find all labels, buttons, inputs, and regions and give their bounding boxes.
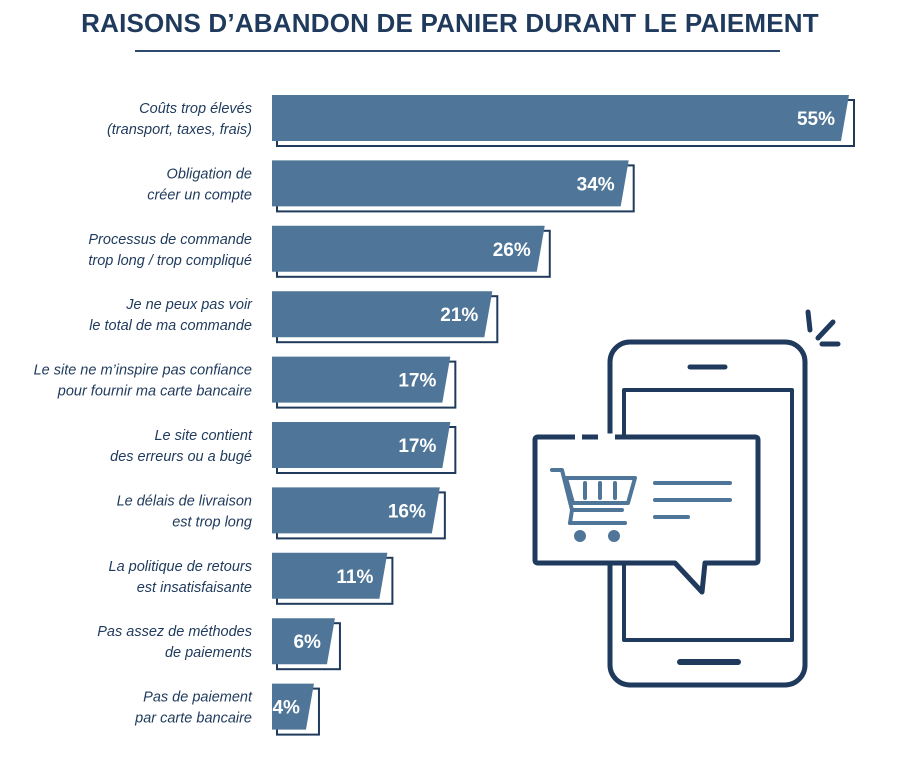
bar [272,160,629,207]
message-lines-icon [653,481,732,519]
bar [272,422,451,468]
bar-value-label: 26% [493,240,531,261]
category-label: Pas assez de méthodes [97,624,252,640]
bar [272,225,545,272]
bar-value-label: 4% [272,698,300,719]
bar [272,95,849,141]
page-title: RAISONS D’ABANDON DE PANIER DURANT LE PA… [81,8,819,38]
category-label: le total de ma commande [89,318,252,334]
bar [272,356,451,403]
category-label: Le site contient [154,428,253,444]
category-label: créer un compte [147,187,252,203]
category-label: Le délais de livraison [117,493,252,509]
bar [272,487,440,534]
category-label: La politique de retours [109,559,253,575]
bar-row: 11% La politique de retours est insatisfai… [109,552,394,605]
category-label: Processus de commande [88,232,252,248]
category-label: (transport, taxes, frais) [107,122,252,138]
notification-rays-icon [805,309,841,347]
bar-row: 16% Le délais de livraison est trop long [117,487,446,540]
bar-value-label: 17% [398,371,436,392]
bar-value-label: 34% [577,174,615,195]
category-label: trop long / trop compliqué [88,253,252,269]
bar-value-label: 21% [440,305,478,326]
bar-value-label: 6% [293,632,321,653]
bar [272,291,493,338]
bar [272,683,314,730]
title-divider [135,50,780,52]
bar-value-label: 55% [797,109,835,130]
bar-row: 17% Le site ne m’inspire pas confiance pou… [34,356,457,409]
category-label: Obligation de [167,166,252,182]
category-label: de paiements [165,645,252,661]
category-label: des erreurs ou a bugé [110,449,252,465]
bar-value-label: 16% [388,501,426,522]
bar-row: 34% Obligation de créer un compte [147,160,635,213]
bar-row: 17% Le site contient des erreurs ou a bugé [110,422,457,474]
bar-row: 26% Processus de commande trop long / trop… [88,225,551,278]
bar-row: 6% Pas assez de méthodes de paiements [97,618,341,671]
bar-value-label: 11% [336,567,373,588]
bar [272,552,388,599]
chat-bubble-icon [532,433,761,595]
category-label: Coûts trop élevés [139,101,252,117]
category-label: Je ne peux pas voir [125,297,253,313]
bar-value-label: 17% [398,436,436,457]
bar-row: 55% Coûts trop élevés (transport, taxes, f… [107,95,855,147]
category-label: est insatisfaisante [137,580,252,596]
category-label: Pas de paiement [143,690,253,706]
bar-row: 21% Je ne peux pas voir le total de ma com… [89,291,499,344]
category-label: pour fournir ma carte bancaire [57,384,252,400]
category-label: est trop long [172,514,252,530]
bar [272,618,335,665]
category-label: par carte bancaire [134,711,252,727]
bar-row: 4% Pas de paiement par carte bancaire [134,683,320,736]
category-label: Le site ne m’inspire pas confiance [34,363,252,379]
shopping-cart-icon [550,468,637,542]
